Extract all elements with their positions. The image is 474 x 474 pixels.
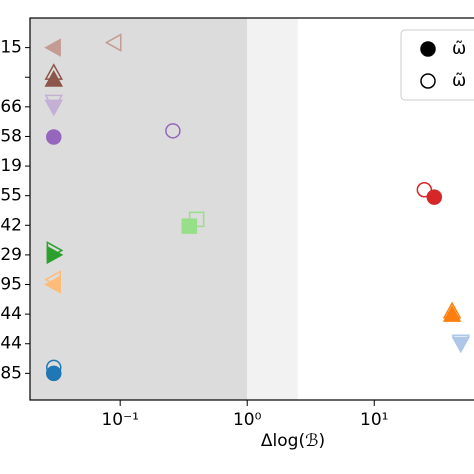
point — [44, 38, 61, 57]
point — [46, 129, 62, 145]
axes-frame — [29, 17, 474, 401]
legend-box — [400, 29, 474, 101]
point — [46, 365, 62, 382]
x-axis-label: Δlog(ℬ) — [261, 431, 325, 451]
point — [165, 123, 181, 139]
shaded-region — [247, 18, 298, 400]
legend-marker — [420, 73, 436, 89]
point — [442, 305, 462, 322]
y-tick-label: 85 — [0, 363, 22, 383]
legend-label: ω̃ — [452, 71, 466, 91]
y-tick-label: 44 — [0, 334, 22, 354]
x-tick-label: 10¹ — [360, 410, 388, 430]
legend-marker — [420, 41, 436, 57]
x-tick-label: 10⁻¹ — [101, 410, 138, 430]
legend-label: ω̃ — [452, 39, 466, 59]
point — [416, 182, 433, 198]
point — [451, 336, 471, 354]
point — [44, 275, 61, 294]
y-tick-label: 66 — [0, 97, 22, 117]
y-tick-label: 58 — [0, 126, 22, 146]
point — [426, 189, 443, 205]
x-tick-label: 10⁰ — [233, 410, 262, 430]
y-tick-label: 55 — [0, 186, 22, 206]
y-tick-label: 44 — [0, 304, 22, 324]
point — [44, 99, 64, 117]
y-tick-label: 95 — [0, 275, 22, 295]
y-tick-label: 29 — [0, 245, 22, 265]
point — [46, 245, 64, 265]
y-tick-label: 42 — [0, 215, 22, 235]
point — [104, 33, 122, 52]
y-tick-label: 19 — [0, 156, 22, 176]
shaded-region — [30, 18, 248, 400]
point — [181, 218, 198, 234]
y-tick-label: 15 — [0, 38, 22, 58]
point — [44, 70, 64, 87]
